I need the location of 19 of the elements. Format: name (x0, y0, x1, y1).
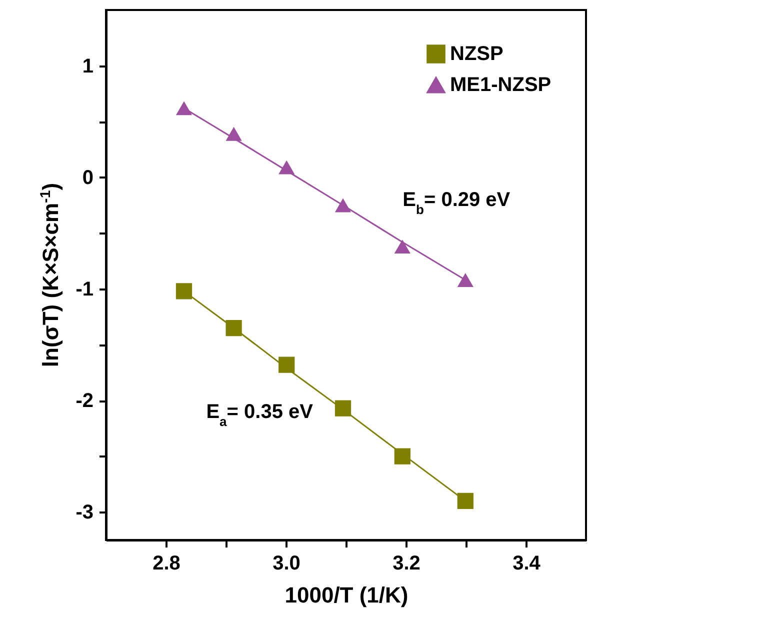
x-tick-label: 2.8 (152, 552, 180, 574)
y-tick-label: -3 (76, 502, 94, 524)
point (457, 273, 474, 288)
x-tick-label: 3.4 (512, 552, 542, 574)
annotation: E$_{a}$= 0.35 eV (206, 401, 314, 429)
annotation: E$_{b}$= 0.29 eV (402, 189, 511, 217)
point (226, 320, 242, 336)
y-tick-label: -2 (76, 390, 94, 412)
x-tick-label: 3.2 (392, 552, 420, 574)
point (176, 283, 192, 300)
point (457, 492, 474, 510)
y-tick-label: -1 (76, 278, 94, 300)
x-tick-label: 3.0 (272, 552, 300, 574)
y-tick-label: 1 (82, 55, 94, 78)
point (394, 240, 410, 254)
legend-label: ME1-NZSP (450, 74, 552, 96)
legend-label: NZSP (450, 43, 504, 65)
y-tick-label: 0 (82, 166, 94, 189)
x-axis-title: 1000/T (1/K) (284, 582, 408, 608)
